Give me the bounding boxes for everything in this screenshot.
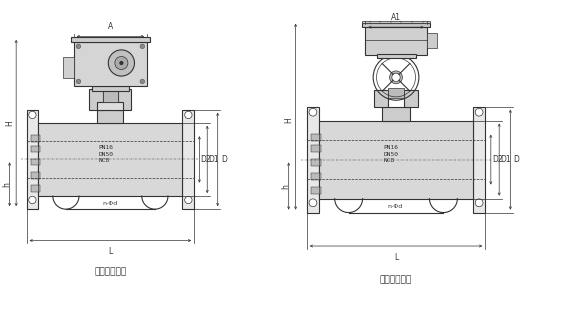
Bar (382, 107, 410, 121)
Text: n-Φd: n-Φd (102, 201, 118, 206)
Bar (377, 54, 415, 58)
Bar (311, 187, 321, 194)
Bar (31, 172, 40, 179)
Text: PN16
DN50
NC8: PN16 DN50 NC8 (384, 145, 398, 163)
Circle shape (119, 61, 123, 65)
Bar (182, 110, 194, 209)
Bar (311, 145, 321, 152)
Circle shape (185, 111, 192, 119)
Text: D: D (221, 155, 226, 164)
Circle shape (76, 79, 81, 84)
Circle shape (390, 71, 402, 84)
Circle shape (76, 44, 81, 49)
Bar (473, 107, 485, 212)
Bar (307, 107, 319, 212)
Bar (427, 33, 438, 48)
Bar (89, 89, 102, 110)
Bar (97, 102, 123, 110)
Bar (311, 159, 321, 166)
Text: h: h (281, 184, 290, 188)
Text: D2: D2 (201, 155, 211, 164)
Circle shape (309, 108, 317, 116)
Circle shape (28, 196, 36, 204)
Bar (74, 42, 147, 86)
Bar (362, 23, 430, 27)
Bar (31, 146, 40, 152)
Bar (102, 92, 118, 102)
Bar (118, 89, 131, 110)
Bar (97, 110, 123, 123)
Bar (71, 37, 150, 42)
Bar (365, 27, 427, 55)
Text: L: L (394, 253, 398, 262)
Circle shape (475, 199, 483, 207)
Text: A: A (108, 22, 113, 31)
Circle shape (392, 73, 400, 82)
Text: D1: D1 (501, 155, 511, 164)
Circle shape (309, 199, 317, 207)
Circle shape (140, 44, 145, 49)
Bar (387, 89, 405, 98)
Circle shape (185, 196, 192, 204)
Bar (405, 90, 418, 107)
Circle shape (28, 111, 36, 119)
Circle shape (140, 79, 145, 84)
Text: 电动调节球阀: 电动调节球阀 (380, 275, 412, 284)
Text: D1: D1 (209, 155, 219, 164)
Circle shape (115, 56, 128, 69)
Text: h: h (2, 182, 11, 187)
Bar (63, 57, 74, 78)
Text: 电动调节球阀: 电动调节球阀 (94, 268, 126, 276)
Text: H: H (5, 120, 14, 126)
Bar (27, 110, 39, 209)
Bar (319, 121, 473, 199)
Bar (92, 86, 129, 92)
Bar (311, 173, 321, 180)
Text: D2: D2 (492, 155, 503, 164)
Text: H: H (284, 117, 293, 123)
Bar (31, 185, 40, 192)
Circle shape (108, 50, 134, 76)
Text: PN16
DN50
NC8: PN16 DN50 NC8 (98, 145, 114, 163)
Circle shape (475, 108, 483, 116)
Bar (31, 135, 40, 142)
Bar (38, 123, 182, 196)
Bar (31, 159, 40, 165)
Text: D: D (514, 155, 519, 164)
Text: L: L (108, 247, 113, 256)
Text: A1: A1 (391, 12, 401, 21)
Text: n-Φd: n-Φd (387, 204, 403, 210)
Bar (374, 90, 387, 107)
Bar (311, 134, 321, 141)
Bar (362, 21, 430, 23)
